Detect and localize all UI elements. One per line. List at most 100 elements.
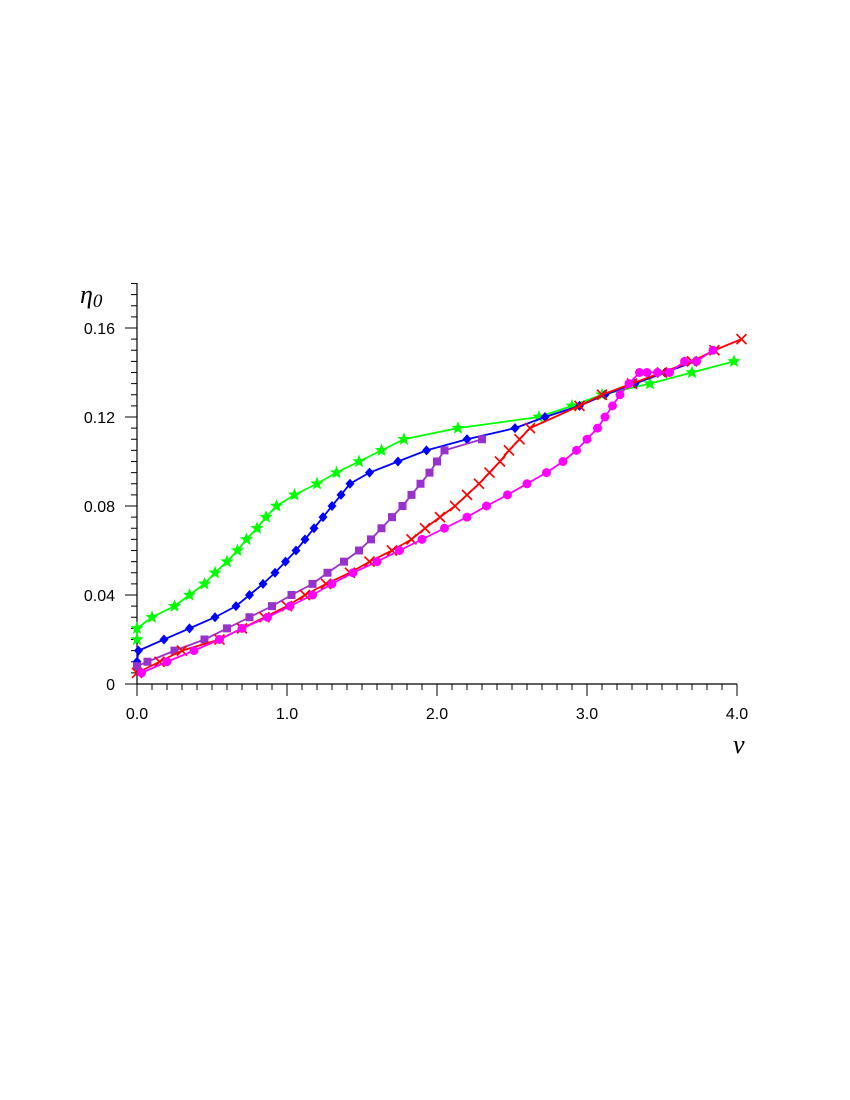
data-point	[245, 590, 254, 600]
data-point	[386, 544, 398, 557]
data-point	[287, 487, 302, 501]
data-point	[258, 578, 268, 589]
data-point	[237, 623, 247, 633]
data-point	[608, 401, 617, 411]
data-point	[377, 524, 386, 533]
data-point	[197, 576, 212, 590]
data-point	[513, 433, 526, 445]
data-point	[372, 557, 382, 567]
data-point	[653, 368, 662, 377]
y-tick-label: 0	[106, 677, 115, 694]
data-point	[185, 623, 194, 634]
data-point	[268, 602, 276, 611]
data-point	[363, 556, 376, 568]
data-point	[159, 634, 169, 645]
y-tick-label: 0.16	[84, 321, 115, 338]
data-point	[323, 568, 332, 577]
data-point	[310, 476, 324, 490]
data-point	[259, 510, 273, 523]
series-line	[136, 360, 735, 640]
series-star	[130, 354, 741, 646]
data-point	[451, 421, 465, 434]
data-point	[524, 422, 536, 434]
data-point	[727, 354, 741, 368]
series-line	[136, 438, 483, 668]
data-point	[245, 613, 254, 622]
data-point	[208, 565, 222, 579]
data-point	[462, 434, 472, 445]
data-point	[231, 601, 241, 612]
data-point	[422, 445, 431, 456]
data-point	[162, 657, 172, 667]
data-point	[665, 368, 674, 377]
data-point	[624, 379, 634, 389]
series-line	[136, 360, 696, 662]
data-point	[425, 468, 434, 477]
data-point	[365, 467, 374, 478]
data-point	[461, 489, 473, 501]
data-point	[215, 635, 224, 644]
series-square	[133, 435, 486, 671]
data-point	[593, 423, 602, 433]
data-point	[263, 612, 272, 622]
data-point	[318, 512, 328, 523]
data-point	[130, 621, 144, 635]
data-point	[374, 443, 389, 457]
data-point	[542, 468, 551, 478]
data-point	[182, 588, 197, 601]
data-point	[393, 456, 403, 467]
data-point	[300, 534, 310, 545]
data-point	[270, 567, 280, 578]
data-point	[573, 400, 586, 412]
data-point	[345, 478, 355, 489]
data-point	[522, 479, 532, 489]
data-point	[308, 590, 317, 600]
data-point	[143, 657, 152, 666]
data-point	[565, 398, 579, 412]
data-point	[572, 445, 581, 455]
data-point	[615, 390, 625, 400]
x-axis-title: ν	[733, 730, 745, 759]
data-point	[397, 432, 411, 445]
data-point	[596, 389, 608, 401]
data-point	[299, 589, 311, 601]
data-point	[327, 579, 337, 589]
data-point	[473, 478, 485, 490]
data-point	[352, 454, 366, 468]
series-circle	[137, 345, 718, 678]
data-point	[417, 534, 427, 544]
data-point	[735, 333, 748, 345]
y-tick-label: 0.08	[84, 499, 115, 516]
data-point	[167, 599, 182, 612]
x-tick-label: 2.0	[426, 706, 448, 723]
data-point	[329, 465, 344, 479]
series-line	[136, 338, 742, 674]
data-point	[137, 668, 146, 678]
data-point	[558, 457, 568, 466]
data-point	[600, 412, 610, 422]
data-point	[416, 479, 425, 488]
data-point	[220, 554, 234, 568]
data-point	[708, 345, 718, 355]
data-point	[440, 446, 449, 455]
data-point	[367, 535, 375, 544]
data-point	[503, 444, 515, 456]
data-point	[200, 635, 209, 644]
data-point	[503, 490, 512, 500]
data-point	[340, 557, 348, 566]
data-point	[680, 356, 689, 366]
data-point	[642, 368, 652, 377]
data-point	[532, 410, 546, 423]
data-point	[433, 457, 441, 466]
data-point	[285, 601, 295, 611]
data-point	[309, 523, 319, 534]
x-tick-label: 3.0	[576, 706, 598, 723]
data-point	[510, 423, 520, 434]
data-point	[635, 368, 644, 377]
data-point	[462, 512, 472, 522]
data-point	[145, 610, 159, 623]
data-point	[398, 502, 407, 510]
data-point	[643, 376, 657, 390]
data-point	[478, 435, 486, 444]
data-point	[130, 632, 144, 646]
